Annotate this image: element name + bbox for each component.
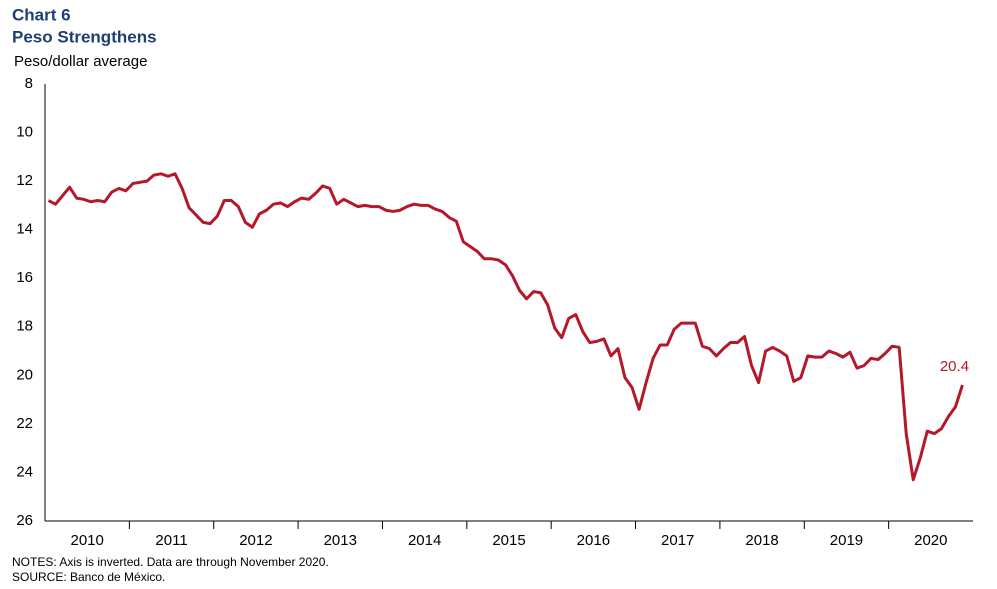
x-tick-label: 2015 [492,532,525,549]
y-tick-label: 18 [16,318,33,335]
x-tick-label: 2017 [661,532,694,549]
y-tick-label: 26 [16,512,33,529]
x-tick-label: 2019 [830,532,863,549]
y-axis-label: Peso/dollar average [14,53,147,70]
y-tick-label: 8 [25,75,33,92]
x-tick-label: 2016 [577,532,610,549]
data-label: 20.4 [940,358,969,375]
y-tick-label: 10 [16,124,33,141]
x-tick-label: 2011 [155,532,187,549]
x-tick-label: 2014 [408,532,441,549]
y-tick-label: 12 [16,172,33,189]
data-line [47,172,964,482]
x-tick-label: 2010 [70,532,103,549]
x-tick-label: 2020 [914,532,947,549]
chart-title: Chart 6 [12,5,71,24]
note: NOTES: Axis is inverted. Data are throug… [12,555,329,569]
chart-subtitle: Peso Strengthens [12,27,157,46]
x-tick-label: 2012 [239,532,272,549]
y-tick-label: 14 [16,221,33,238]
y-tick-label: 22 [16,415,33,432]
note: SOURCE: Banco de México. [12,570,165,584]
x-tick-label: 2018 [745,532,778,549]
y-tick-label: 24 [16,463,33,480]
y-tick-label: 20 [16,366,33,383]
x-tick-label: 2013 [324,532,357,549]
y-tick-label: 16 [16,269,33,286]
